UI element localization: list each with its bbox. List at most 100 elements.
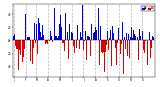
Bar xyxy=(57,38,58,40)
Bar xyxy=(137,37,138,40)
Legend: Ab, Bl: Ab, Bl xyxy=(141,6,154,11)
Bar xyxy=(16,40,17,49)
Bar xyxy=(31,40,32,46)
Bar xyxy=(19,40,20,50)
Bar xyxy=(150,40,151,58)
Bar xyxy=(83,40,84,50)
Bar xyxy=(126,33,127,40)
Bar xyxy=(106,40,107,45)
Bar xyxy=(32,40,33,64)
Bar xyxy=(95,27,96,40)
Bar xyxy=(73,40,74,46)
Bar xyxy=(64,40,65,51)
Bar xyxy=(140,36,141,40)
Bar xyxy=(22,40,23,62)
Bar xyxy=(17,40,18,49)
Bar xyxy=(90,40,91,56)
Bar xyxy=(49,40,50,41)
Bar xyxy=(79,40,80,49)
Bar xyxy=(76,40,77,48)
Bar xyxy=(151,40,152,48)
Bar xyxy=(139,29,140,40)
Bar xyxy=(59,24,60,40)
Bar xyxy=(29,37,30,40)
Bar xyxy=(91,24,92,40)
Bar xyxy=(141,40,142,44)
Bar xyxy=(117,40,118,43)
Bar xyxy=(120,40,121,54)
Bar xyxy=(115,40,116,48)
Bar xyxy=(135,36,136,40)
Bar xyxy=(36,40,37,45)
Bar xyxy=(63,40,64,43)
Bar xyxy=(13,36,14,40)
Bar xyxy=(116,40,117,65)
Bar xyxy=(107,31,108,40)
Bar xyxy=(25,14,26,40)
Bar xyxy=(23,40,24,57)
Bar xyxy=(71,32,72,40)
Bar xyxy=(104,40,105,72)
Bar xyxy=(131,40,132,44)
Bar xyxy=(94,32,95,40)
Bar xyxy=(118,28,119,40)
Bar xyxy=(125,40,126,49)
Bar xyxy=(110,30,111,40)
Bar xyxy=(130,37,131,40)
Bar xyxy=(27,37,28,40)
Bar xyxy=(152,36,153,40)
Bar xyxy=(87,26,88,40)
Bar xyxy=(84,40,85,41)
Bar xyxy=(113,33,114,40)
Bar xyxy=(89,37,90,40)
Bar xyxy=(145,40,146,41)
Bar xyxy=(121,40,122,44)
Bar xyxy=(60,15,61,40)
Bar xyxy=(101,40,102,52)
Bar xyxy=(103,40,104,52)
Bar xyxy=(82,5,83,40)
Bar xyxy=(62,40,63,43)
Bar xyxy=(88,36,89,40)
Bar xyxy=(109,38,110,40)
Bar xyxy=(136,40,137,47)
Bar xyxy=(20,40,21,55)
Bar xyxy=(51,36,52,40)
Bar xyxy=(43,40,44,41)
Bar xyxy=(61,27,62,40)
Bar xyxy=(96,30,97,40)
Bar xyxy=(108,40,109,50)
Bar xyxy=(33,40,34,48)
Bar xyxy=(37,40,38,54)
Bar xyxy=(52,40,53,42)
Bar xyxy=(45,40,46,44)
Bar xyxy=(122,22,123,40)
Bar xyxy=(92,40,93,53)
Bar xyxy=(40,32,41,40)
Bar xyxy=(75,40,76,50)
Bar xyxy=(80,33,81,40)
Bar xyxy=(65,13,66,40)
Bar xyxy=(147,40,148,65)
Bar xyxy=(50,31,51,40)
Bar xyxy=(18,40,19,70)
Bar xyxy=(132,38,133,40)
Bar xyxy=(41,37,42,40)
Bar xyxy=(69,24,70,40)
Bar xyxy=(39,23,40,40)
Bar xyxy=(134,34,135,40)
Bar xyxy=(26,40,27,55)
Bar xyxy=(35,40,36,43)
Bar xyxy=(85,31,86,40)
Bar xyxy=(28,37,29,40)
Bar xyxy=(46,40,47,43)
Bar xyxy=(133,30,134,40)
Bar xyxy=(67,32,68,40)
Bar xyxy=(124,40,125,41)
Bar xyxy=(58,36,59,40)
Bar xyxy=(98,8,99,40)
Bar xyxy=(128,34,129,40)
Bar xyxy=(111,40,112,66)
Bar xyxy=(105,40,106,52)
Bar xyxy=(153,37,154,40)
